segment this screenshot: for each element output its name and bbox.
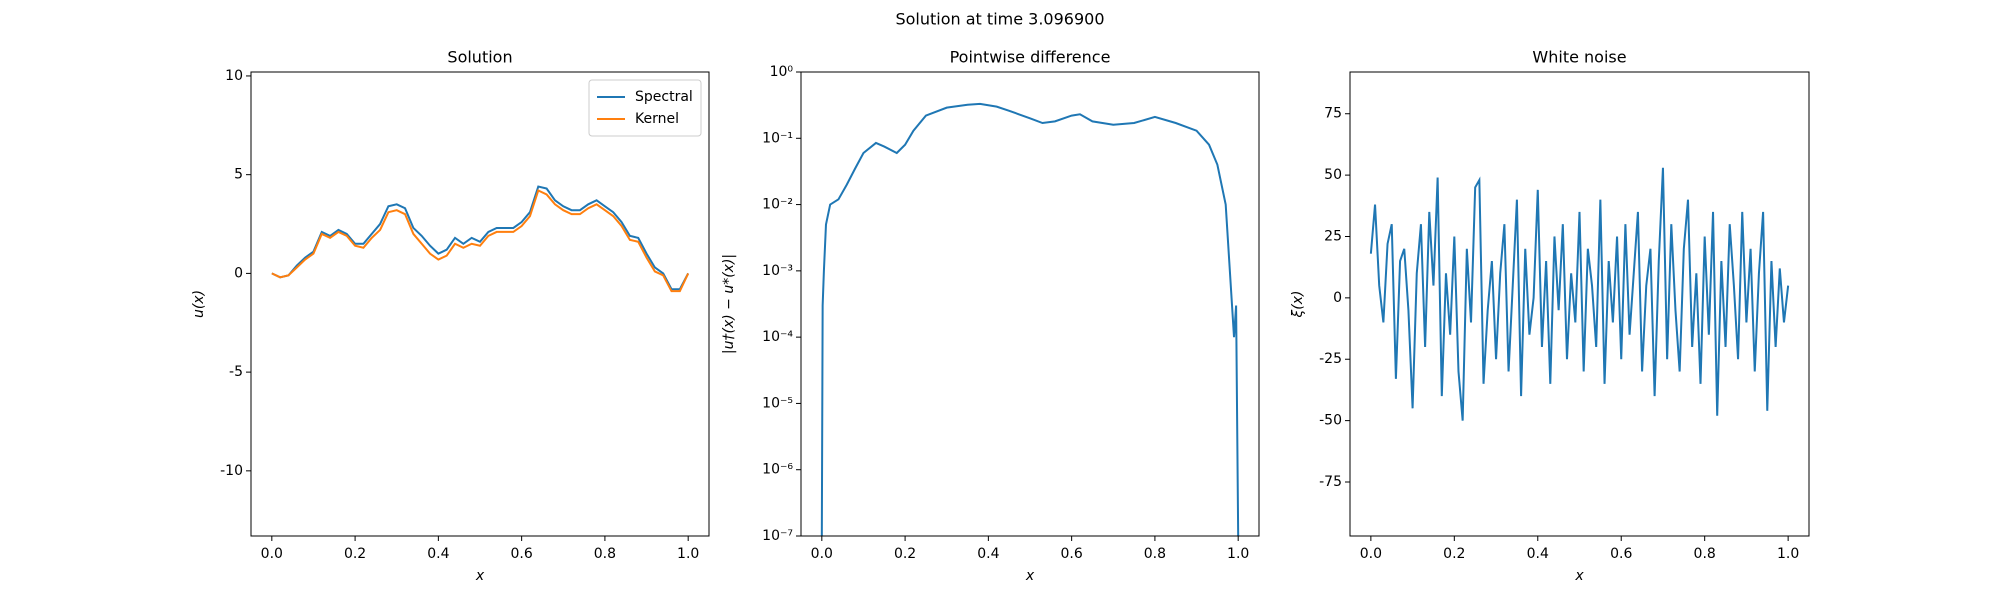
x-tick-label: 0.8 xyxy=(594,546,616,562)
axes-title: Pointwise difference xyxy=(950,48,1111,67)
y-tick-label: 5 xyxy=(234,167,243,183)
y-tick-label: -50 xyxy=(1319,413,1342,429)
y-tick-label: 75 xyxy=(1324,106,1342,122)
x-tick-label: 0.4 xyxy=(1527,546,1549,562)
y-tick-label: -10 xyxy=(220,463,243,479)
y-tick-label: 10⁻³ xyxy=(762,263,793,279)
x-tick-label: 0.0 xyxy=(1360,546,1382,562)
x-tick-label: 0.6 xyxy=(1610,546,1632,562)
y-tick-label: 10⁻⁵ xyxy=(762,395,793,411)
y-tick-label: 10⁻⁶ xyxy=(762,462,793,478)
x-axis-label: x xyxy=(1574,568,1584,584)
x-tick-label: 0.4 xyxy=(427,546,449,562)
x-tick-label: 0.6 xyxy=(1061,546,1083,562)
legend-label: Spectral xyxy=(635,89,693,105)
y-tick-label: 10⁻⁴ xyxy=(762,329,793,345)
x-tick-label: 1.0 xyxy=(677,546,699,562)
y-tick-label: 10⁻¹ xyxy=(762,130,793,146)
y-tick-label: 0 xyxy=(1333,290,1342,306)
axes-frame xyxy=(1349,71,1810,537)
x-tick-label: 0.6 xyxy=(511,546,533,562)
axes-title: White noise xyxy=(1532,48,1626,67)
y-tick-label: 10 xyxy=(225,68,243,84)
x-tick-label: 1.0 xyxy=(1777,546,1799,562)
y-axis-label: |u†(x) − u*(x)| xyxy=(721,254,737,354)
x-axis-label: x xyxy=(1025,568,1035,584)
x-tick-label: 0.4 xyxy=(977,546,999,562)
y-axis-label: u(x) xyxy=(191,290,207,318)
y-tick-label: -25 xyxy=(1319,351,1342,367)
series-line xyxy=(1369,167,1790,421)
x-axis-label: x xyxy=(475,568,485,584)
y-tick-label: 50 xyxy=(1324,167,1342,183)
figure-title: Solution at time 3.096900 xyxy=(895,10,1104,29)
y-tick-label: -75 xyxy=(1319,474,1342,490)
series-line xyxy=(271,185,690,291)
series-line xyxy=(820,102,1240,536)
legend-label: Kernel xyxy=(635,111,679,127)
axes-title: Solution xyxy=(447,48,512,67)
x-tick-label: 0.2 xyxy=(894,546,916,562)
series-line xyxy=(271,189,690,293)
axes-frame xyxy=(800,71,1260,537)
x-tick-label: 0.0 xyxy=(261,546,283,562)
x-tick-label: 0.8 xyxy=(1694,546,1716,562)
y-tick-label: 10⁻² xyxy=(762,197,793,213)
legend-box xyxy=(588,79,702,137)
y-tick-label: 25 xyxy=(1324,228,1342,244)
y-tick-label: 0 xyxy=(234,265,243,281)
x-tick-label: 1.0 xyxy=(1227,546,1249,562)
axes-frame xyxy=(250,71,710,537)
y-tick-label: 10⁻⁷ xyxy=(762,528,793,544)
y-tick-label: -5 xyxy=(229,364,243,380)
x-tick-label: 0.2 xyxy=(1443,546,1465,562)
x-tick-label: 0.0 xyxy=(811,546,833,562)
y-axis-label: ξ(x) xyxy=(1290,290,1306,318)
x-tick-label: 0.2 xyxy=(344,546,366,562)
x-tick-label: 0.8 xyxy=(1144,546,1166,562)
y-tick-label: 10⁰ xyxy=(770,64,794,80)
